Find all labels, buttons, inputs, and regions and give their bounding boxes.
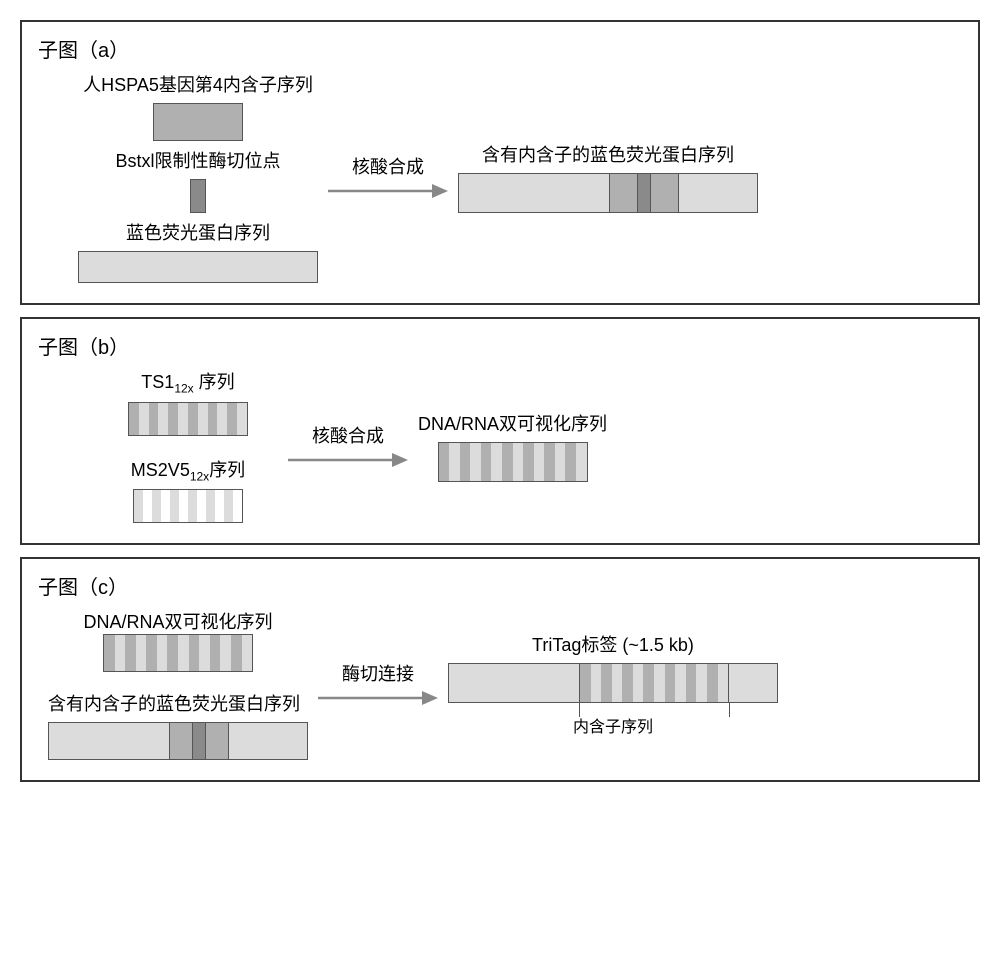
panel-a-result: 含有内含子的蓝色荧光蛋白序列 <box>458 141 758 213</box>
bfp-label: 蓝色荧光蛋白序列 <box>126 219 270 245</box>
hspa5-box <box>153 103 243 141</box>
dnarna-label: DNA/RNA双可视化序列 <box>418 410 607 436</box>
tick-right <box>729 703 730 717</box>
panel-b-arrow: 核酸合成 <box>288 422 408 470</box>
panel-a-arrow-label: 核酸合成 <box>352 153 424 179</box>
bfp-intron-inner-c <box>192 722 206 760</box>
panel-b-result: DNA/RNA双可视化序列 <box>418 410 607 482</box>
tritag-label: TriTag标签 (~1.5 kb) <box>532 631 694 657</box>
ms2v5-label-sub: 12x <box>190 469 209 483</box>
hspa5-label: 人HSPA5基因第4内含子序列 <box>83 71 313 97</box>
bfp-intron-label: 含有内含子的蓝色荧光蛋白序列 <box>482 141 734 167</box>
panel-a-body: 人HSPA5基因第4内含子序列 Bstxl限制性酶切位点 蓝色荧光蛋白序列 核酸… <box>38 71 962 283</box>
ms2v5-box <box>133 489 243 523</box>
panel-c: 子图（c） DNA/RNA双可视化序列 含有内含子的蓝色荧光蛋白序列 酶切连接 <box>20 557 980 782</box>
panel-c-arrow: 酶切连接 <box>318 660 438 708</box>
panel-b-title: 子图（b） <box>38 331 962 360</box>
tritag-box <box>448 663 778 703</box>
ts1-label-pre: TS1 <box>141 372 174 392</box>
dnarna-box <box>438 442 588 482</box>
panel-b-inputs: TS112x 序列 MS2V512x序列 <box>128 368 248 523</box>
arrow-icon <box>288 450 408 470</box>
arrow-icon <box>328 181 448 201</box>
panel-b: 子图（b） TS112x 序列 MS2V512x序列 核酸合成 DNA/RNA双… <box>20 317 980 545</box>
panel-a: 子图（a） 人HSPA5基因第4内含子序列 Bstxl限制性酶切位点 蓝色荧光蛋… <box>20 20 980 305</box>
panel-a-title: 子图（a） <box>38 34 962 63</box>
panel-c-title: 子图（c） <box>38 571 962 600</box>
ts1-box <box>128 402 248 436</box>
tick-left <box>579 703 580 717</box>
arrow-icon <box>318 688 438 708</box>
ms2v5-label: MS2V512x序列 <box>131 456 245 484</box>
dnarna-label-c: DNA/RNA双可视化序列 <box>83 608 272 634</box>
bfp-intron-box <box>458 173 758 213</box>
panel-c-inputs: DNA/RNA双可视化序列 含有内含子的蓝色荧光蛋白序列 <box>48 608 308 760</box>
ts1-label-post: 序列 <box>194 372 235 392</box>
bfp-intron-box-c <box>48 722 308 760</box>
panel-b-body: TS112x 序列 MS2V512x序列 核酸合成 DNA/RNA双可视化序列 <box>38 368 962 523</box>
bfp-intron-inner <box>637 173 651 213</box>
bfp-intron-label-c: 含有内含子的蓝色荧光蛋白序列 <box>48 690 300 716</box>
ts1-label-sub: 12x <box>174 382 193 396</box>
ms2v5-label-post: 序列 <box>209 460 245 480</box>
panel-b-arrow-label: 核酸合成 <box>312 422 384 448</box>
panel-a-arrow: 核酸合成 <box>328 153 448 201</box>
panel-c-arrow-label: 酶切连接 <box>342 660 414 686</box>
panel-c-body: DNA/RNA双可视化序列 含有内含子的蓝色荧光蛋白序列 酶切连接 TriTag… <box>38 608 962 760</box>
dnarna-box-c <box>103 634 253 672</box>
bstx-label: Bstxl限制性酶切位点 <box>115 147 280 173</box>
panel-a-inputs: 人HSPA5基因第4内含子序列 Bstxl限制性酶切位点 蓝色荧光蛋白序列 <box>78 71 318 283</box>
ts1-label: TS112x 序列 <box>141 368 234 396</box>
tritag-stripes <box>579 663 729 703</box>
intron-sublabel: 内含子序列 <box>573 713 653 737</box>
bfp-box <box>78 251 318 283</box>
ms2v5-label-pre: MS2V5 <box>131 460 190 480</box>
panel-c-result: TriTag标签 (~1.5 kb) 内含子序列 <box>448 631 778 737</box>
bstx-box <box>190 179 206 213</box>
